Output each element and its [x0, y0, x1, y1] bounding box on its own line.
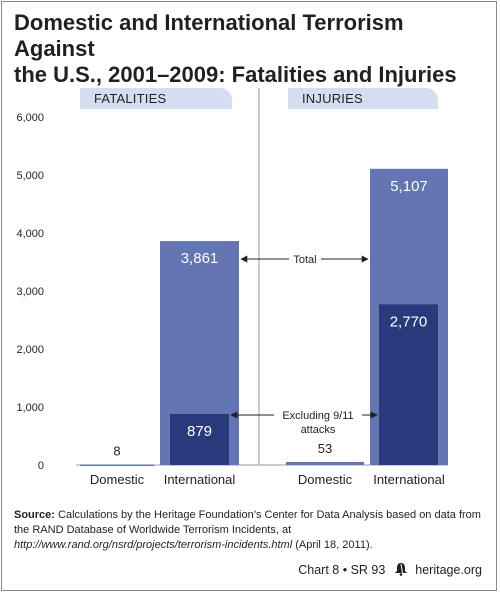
bar-domestic: [286, 461, 364, 465]
y-tick-label: 2,000: [16, 344, 44, 356]
annotation-excluding-line2: attacks: [301, 424, 336, 436]
liberty-bell-icon: [394, 563, 407, 576]
chart-number: Chart 8 • SR 93: [298, 563, 386, 577]
x-category-label: International: [164, 472, 236, 487]
data-label-international-total: 5,107: [390, 178, 428, 195]
title-line-1: Domestic and International Terrorism Aga…: [14, 10, 404, 61]
title-line-2: the U.S., 2001–2009: Fatalities and Inju…: [14, 62, 457, 87]
y-tick-label: 3,000: [16, 286, 44, 298]
panel-tab-fatalities: FATALITIES: [80, 88, 232, 109]
annotation-excluding: Excluding 9/11: [282, 410, 353, 422]
y-tick-label: 1,000: [16, 402, 44, 414]
panel-tab-injuries: INJURIES: [288, 88, 438, 109]
data-label-international-excluding: 2,770: [390, 313, 428, 330]
site-name: heritage.org: [415, 563, 482, 577]
y-tick-label: 5,000: [16, 170, 44, 182]
chart-title: Domestic and International Terrorism Aga…: [14, 10, 484, 88]
x-category-label: Domestic: [90, 472, 145, 487]
source-label: Source:: [14, 509, 55, 521]
data-label-international-total: 3,861: [181, 250, 219, 267]
y-tick-label: 0: [38, 460, 44, 472]
x-category-label: Domestic: [298, 472, 353, 487]
bar-international-excluding-911: [170, 414, 229, 465]
source-text-1: Calculations by the Heritage Foundation’…: [14, 509, 481, 536]
data-label-domestic: 53: [318, 441, 332, 456]
data-label-international-excluding: 879: [187, 423, 212, 440]
y-tick-label: 6,000: [16, 112, 44, 124]
source-text-2: (April 18, 2011).: [292, 539, 373, 551]
bar-international-excluding-911: [379, 304, 438, 465]
source-note: Source: Calculations by the Heritage Fou…: [14, 508, 488, 553]
chart-credit: Chart 8 • SR 93 heritage.org: [298, 562, 482, 577]
source-url: http://www.rand.org/nsrd/projects/terror…: [14, 539, 293, 551]
annotation-total: Total: [293, 254, 316, 266]
bar-domestic: [80, 464, 154, 467]
x-category-label: International: [373, 472, 445, 487]
y-tick-label: 4,000: [16, 228, 44, 240]
data-label-domestic: 8: [113, 444, 120, 459]
